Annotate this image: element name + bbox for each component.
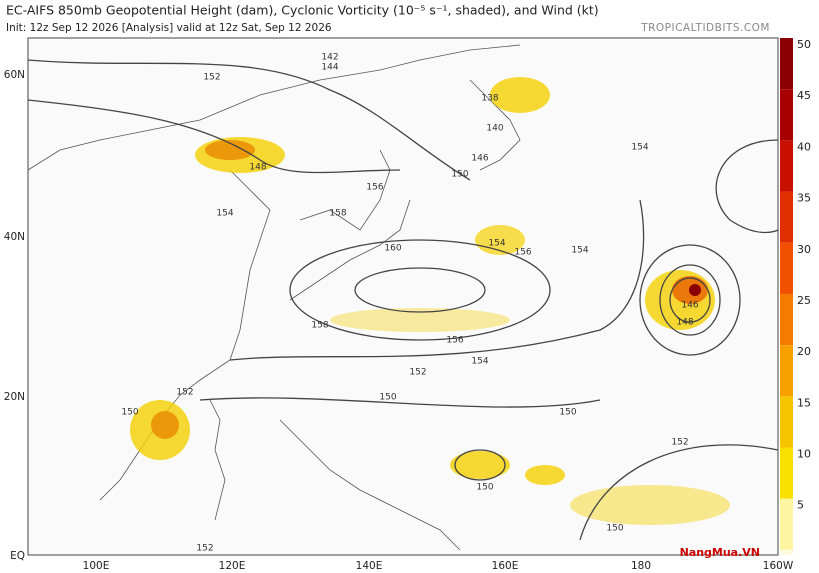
colorbar: 50 45 40 35 30 25 20 15 10 5 [780, 38, 811, 555]
colorbar-swatch [780, 38, 793, 90]
contour-label: 148 [249, 163, 266, 173]
contour-label: 160 [384, 244, 401, 254]
contour-label: 150 [559, 408, 576, 418]
height-contours [27, 59, 779, 541]
colorbar-swatch [780, 89, 793, 141]
colorbar-swatch [780, 191, 793, 243]
watermark: NangMua.VN [680, 546, 760, 559]
colorbar-swatch [780, 140, 793, 192]
contour-label: 142 [321, 53, 338, 63]
colorbar-swatch [780, 396, 793, 448]
contour-label: 154 [488, 239, 505, 249]
colorbar-label: 20 [797, 345, 811, 358]
contour-label: 152 [196, 544, 213, 554]
colorbar-swatch [780, 549, 793, 555]
colorbar-swatch [780, 447, 793, 499]
colorbar-label: 40 [797, 140, 811, 153]
contour-label: 144 [321, 63, 338, 73]
map-title: EC-AIFS 850mb Geopotential Height (dam),… [6, 3, 599, 18]
lat-label: 60N [4, 69, 25, 81]
contour-label: 158 [311, 321, 328, 331]
contour-label: 154 [571, 246, 588, 256]
contour-label: 156 [446, 336, 463, 346]
contour-label: 140 [486, 124, 503, 134]
site-label: TROPICALTIDBITS.COM [640, 22, 770, 34]
colorbar-swatch [780, 498, 793, 550]
contour-label: 138 [481, 94, 498, 104]
lon-label: 180 [631, 560, 651, 572]
contour-label: 156 [514, 248, 531, 258]
contour-label: 148 [676, 318, 693, 328]
lon-label: 140E [356, 560, 383, 572]
contour-label: 154 [631, 143, 648, 153]
colorbar-label: 30 [797, 243, 811, 256]
contour-label: 150 [121, 408, 138, 418]
contour-label: 152 [203, 73, 220, 83]
lon-label: 120E [219, 560, 246, 572]
contour-label: 154 [471, 357, 488, 367]
contour-label: 150 [379, 393, 396, 403]
colorbar-label: 15 [797, 396, 811, 409]
contour-label: 150 [606, 524, 623, 534]
contour-label: 152 [176, 388, 193, 398]
contour-label: 152 [409, 368, 426, 378]
contour-label: 150 [476, 483, 493, 493]
colorbar-label: 45 [797, 89, 811, 102]
lon-label: 100E [83, 560, 110, 572]
contour-label: 150 [451, 170, 468, 180]
contour-label: 146 [471, 154, 488, 164]
contour-label: 146 [681, 301, 698, 311]
colorbar-label: 25 [797, 294, 811, 307]
colorbar-swatch [780, 242, 793, 294]
colorbar-label: 50 [797, 38, 811, 51]
contour-label: 156 [366, 183, 383, 193]
colorbar-label: 10 [797, 448, 811, 461]
lat-label: 40N [4, 231, 25, 243]
lon-label: 160E [492, 560, 519, 572]
init-line: Init: 12z Sep 12 2026 [Analysis] valid a… [6, 22, 332, 34]
lat-label: EQ [10, 550, 25, 562]
colorbar-label: 35 [797, 192, 811, 205]
colorbar-swatch [780, 293, 793, 346]
contour-label: 152 [671, 438, 688, 448]
colorbar-swatch [780, 345, 793, 397]
colorbar-label: 5 [797, 499, 804, 512]
contour-label: 158 [329, 209, 346, 219]
contour-label: 154 [216, 209, 233, 219]
lat-label: 20N [4, 391, 25, 403]
lon-label: 160W [763, 560, 794, 572]
